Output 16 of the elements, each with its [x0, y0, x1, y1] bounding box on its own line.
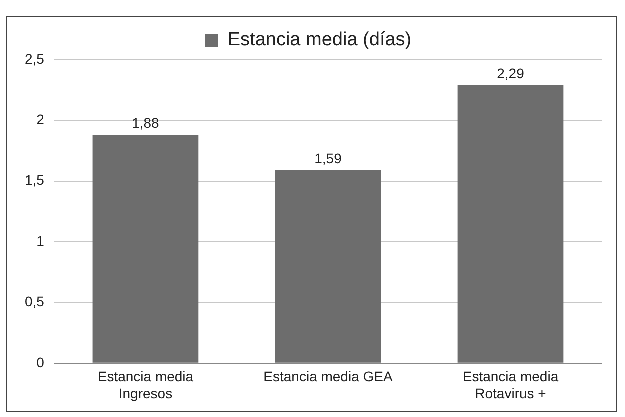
legend-label: Estancia media (días) [228, 30, 412, 51]
y-tick-label: 0,5 [24, 294, 45, 310]
data-label: 1,88 [132, 115, 160, 132]
data-label: 2,29 [497, 65, 525, 82]
x-tick-label: Estancia media Rotavirus + [462, 368, 559, 402]
y-tick-label: 2 [36, 112, 45, 128]
bar [458, 85, 564, 363]
y-tick-label: 2,5 [24, 50, 45, 67]
bar [275, 170, 382, 363]
y-tick-label: 1 [36, 232, 45, 249]
y-tick-label: 1,5 [24, 172, 45, 188]
bar [92, 135, 199, 363]
x-tick-label: Estancia media Ingresos [98, 368, 194, 402]
x-tick-label: Estancia media GEA [264, 368, 394, 385]
data-label: 1,59 [314, 150, 342, 166]
y-tick-label: 0 [36, 354, 45, 370]
